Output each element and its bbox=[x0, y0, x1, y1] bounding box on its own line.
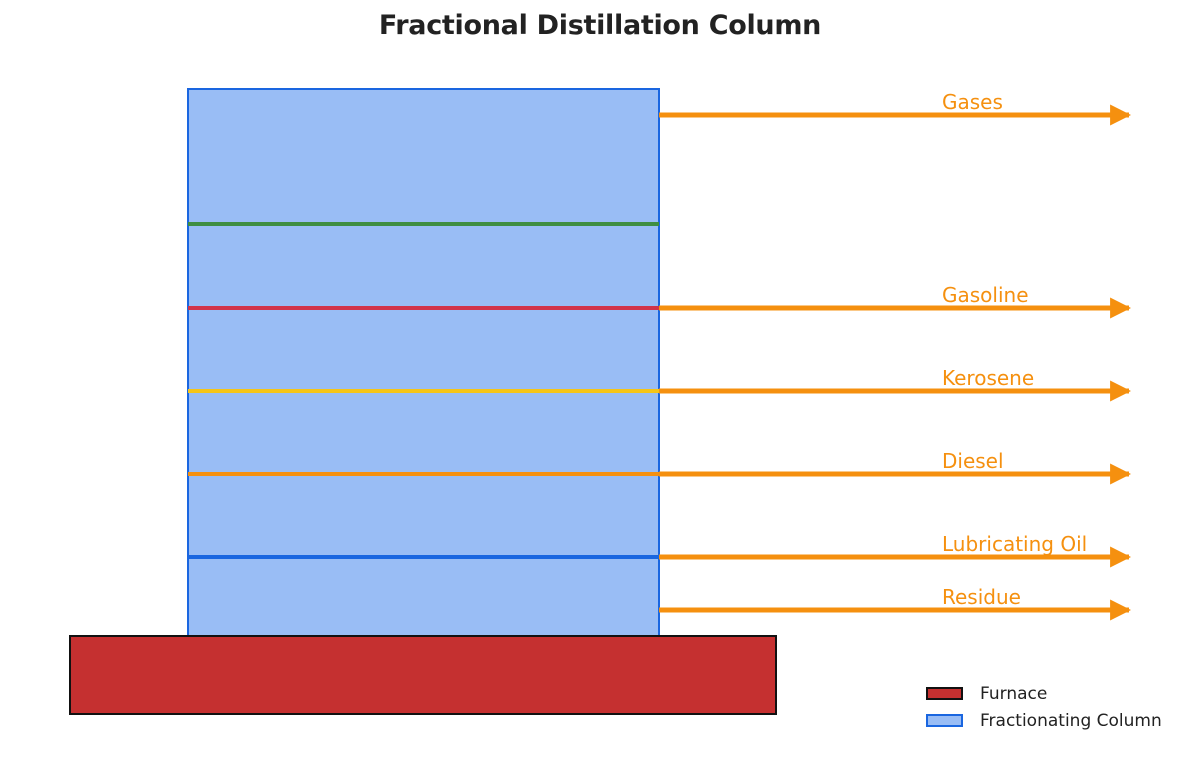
legend-swatch-furnace bbox=[926, 687, 963, 700]
output-labels-group: Gases Gasoline Kerosene Diesel Lubricating O… bbox=[942, 90, 1087, 609]
legend-item-furnace: Furnace bbox=[926, 680, 1162, 707]
output-label: Kerosene bbox=[942, 366, 1034, 390]
output-label: Diesel bbox=[942, 449, 1004, 473]
legend-item-column: Fractionating Column bbox=[926, 707, 1162, 734]
diagram-title: Fractional Distillation Column bbox=[378, 10, 822, 41]
output-arrows-group bbox=[659, 104, 1132, 621]
legend-label-furnace: Furnace bbox=[980, 683, 1048, 704]
output-label: Gases bbox=[942, 90, 1003, 114]
fractionating-column bbox=[187, 88, 660, 638]
legend-label-column: Fractionating Column bbox=[980, 710, 1162, 731]
furnace bbox=[69, 635, 777, 715]
trays-group bbox=[188, 222, 659, 559]
output-label: Residue bbox=[942, 585, 1021, 609]
output-label: Gasoline bbox=[942, 283, 1029, 307]
legend-swatch-column bbox=[926, 714, 963, 727]
output-label: Lubricating Oil bbox=[942, 532, 1087, 556]
legend: Furnace Fractionating Column bbox=[926, 680, 1162, 734]
